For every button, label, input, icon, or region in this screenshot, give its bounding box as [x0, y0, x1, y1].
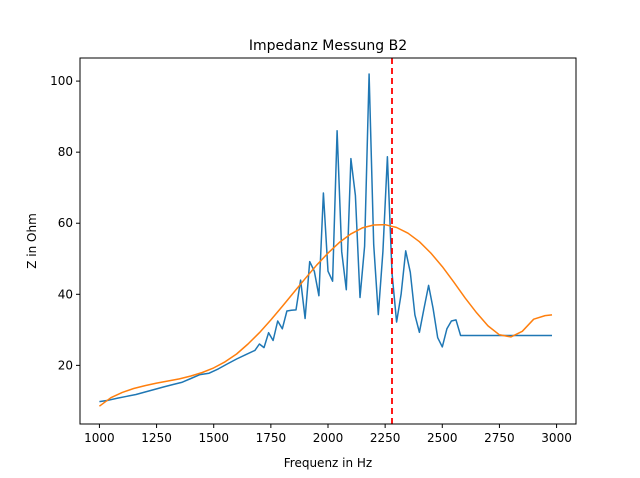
x-tick-label: 1250	[141, 431, 172, 445]
x-axis-ticks: 1000 1250 1500 1750 2000 2250 2500 2750 3000	[84, 424, 572, 445]
y-tick-label: 40	[58, 287, 73, 301]
y-tick-label: 80	[58, 145, 73, 159]
x-tick-label: 1750	[256, 431, 287, 445]
x-tick-label: 2250	[370, 431, 401, 445]
x-tick-label: 2000	[313, 431, 344, 445]
chart-title: Impedanz Messung B2	[249, 38, 407, 54]
x-tick-label: 1000	[84, 431, 115, 445]
x-axis-label: Frequenz in Hz	[284, 456, 372, 470]
plot-area	[98, 58, 553, 424]
y-axis-ticks: 20 40 60 80 100	[50, 74, 80, 372]
series-line-1	[99, 73, 552, 403]
y-tick-label: 100	[50, 74, 73, 88]
y-tick-label: 60	[58, 216, 73, 230]
x-tick-label: 2500	[427, 431, 458, 445]
y-axis-label: Z in Ohm	[25, 213, 39, 269]
x-tick-label: 1500	[198, 431, 229, 445]
y-tick-label: 20	[58, 358, 73, 372]
series-line-2	[98, 223, 553, 407]
x-tick-label: 3000	[541, 431, 572, 445]
axes-frame	[79, 57, 577, 425]
x-tick-label: 2750	[484, 431, 515, 445]
